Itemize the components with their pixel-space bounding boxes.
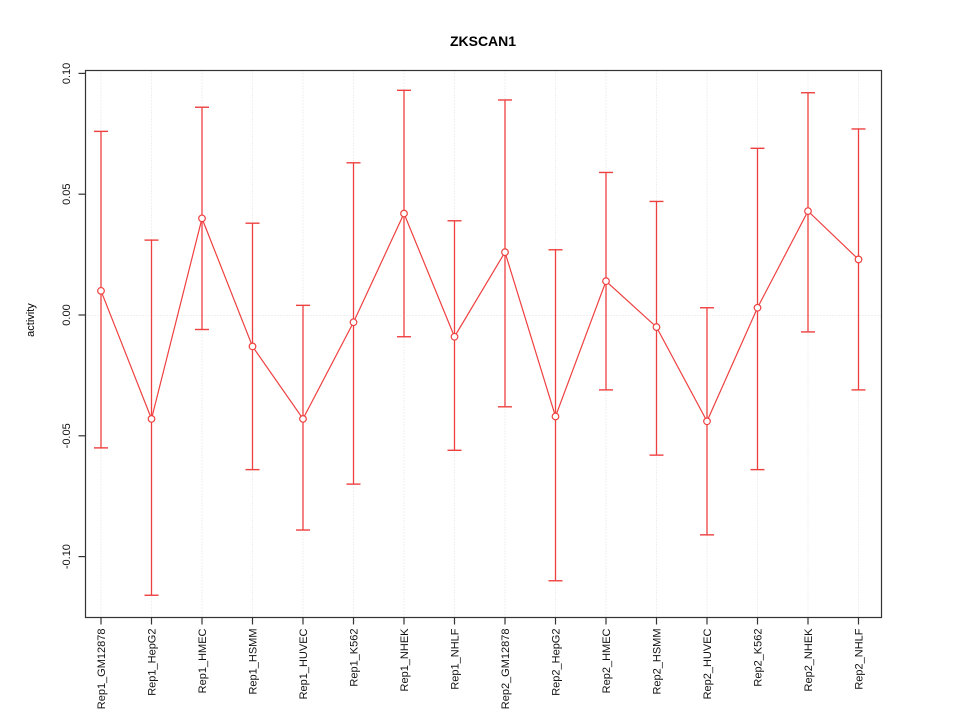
x-tick-label: Rep2_NHEK [803,628,815,692]
data-point [804,207,812,216]
data-point [248,342,257,351]
y-axis-label: activity [25,303,37,337]
y-tick-label: -0.05 [61,423,73,448]
data-point [753,303,762,312]
y-tick-label: 0.00 [61,304,73,325]
y-tick-label: -0.10 [61,544,73,569]
x-tick-label: Rep2_K562 [753,629,765,687]
x-tick-label: Rep1_HepG2 [147,629,159,696]
data-point [602,277,610,286]
data-point [854,255,863,264]
x-tick-label: Rep1_HUVEC [298,628,310,699]
x-tick-label: Rep2_HepG2 [551,629,563,696]
y-tick-label: 0.05 [61,183,73,204]
x-tick-label: Rep2_HSMM [652,629,664,695]
x-tick-label: Rep1_HMEC [197,628,209,693]
data-point [147,414,156,423]
data-point [97,286,105,295]
data-point [551,412,560,421]
series-line [100,210,859,423]
data-point [349,318,358,327]
data-point [198,214,206,223]
x-tick-label: Rep1_HSMM [248,629,260,695]
x-tick-label: Rep1_NHLF [450,628,462,689]
data-point [652,323,661,331]
chart-title: ZKSCAN1 [449,33,517,49]
data-point [501,248,509,257]
x-tick-label: Rep1_K562 [349,629,361,687]
data-point [400,209,408,218]
data-point [299,414,307,423]
x-tick-label: Rep2_HUVEC [702,628,714,699]
x-tick-label: Rep2_GM12878 [500,629,512,710]
x-tick-label: Rep2_NHLF [854,628,866,689]
x-tick-label: Rep1_GM12878 [96,629,108,710]
y-tick-label: 0.10 [61,63,73,84]
x-tick-label: Rep1_NHEK [399,628,411,692]
data-point [703,417,711,426]
x-tick-label: Rep2_HMEC [601,628,613,693]
plot-box [84,69,883,619]
data-point [450,332,459,341]
